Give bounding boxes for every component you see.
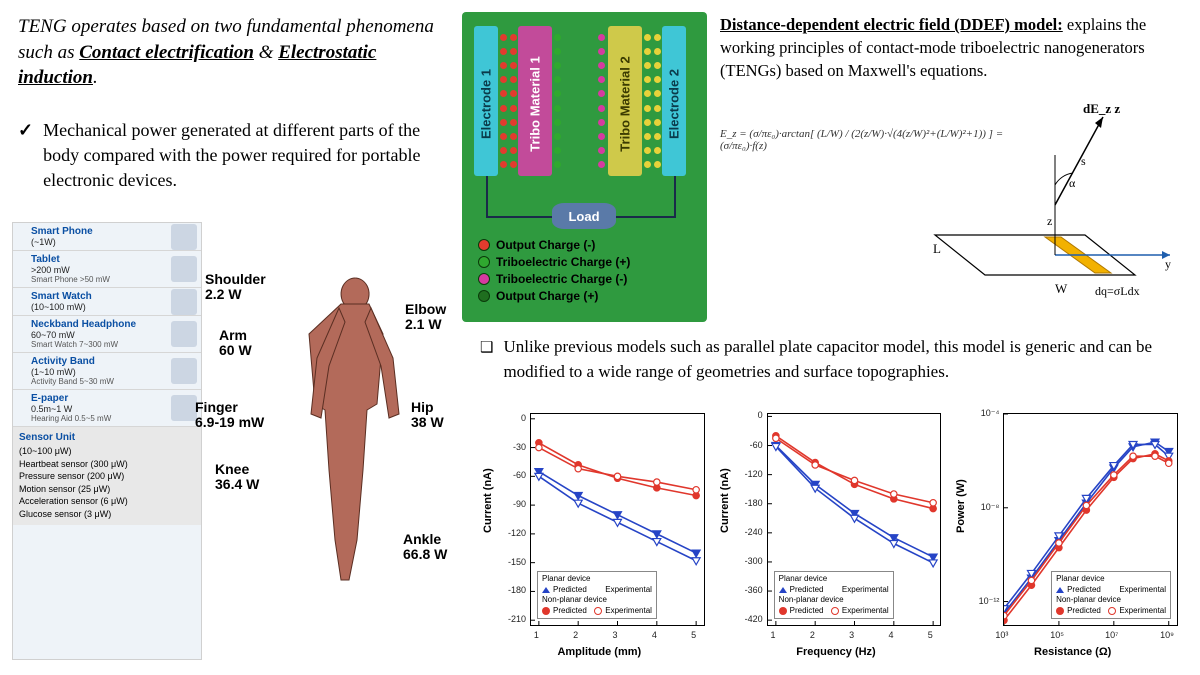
body-power-figure: Shoulder2.2 WArm60 WFinger6.9-19 mWKnee3…	[205, 250, 455, 650]
tribo-layer: Tribo Material 1	[518, 26, 552, 176]
device-row: Smart Phone(~1W)	[13, 223, 201, 251]
c1-xlabel: Amplitude (mm)	[557, 646, 641, 658]
mechanical-power-bullet: ✓ Mechanical power generated at differen…	[18, 118, 438, 194]
bullet1-text: Mechanical power generated at different …	[43, 118, 438, 194]
ddef-title: Distance-dependent electric field (DDEF)…	[720, 15, 1063, 34]
svg-text:y: y	[1165, 257, 1171, 271]
body-power-label: Finger6.9-19 mW	[195, 400, 264, 431]
check-icon: ✓	[18, 118, 33, 194]
tribo-layer: Tribo Material 2	[608, 26, 642, 176]
body-power-label: Knee36.4 W	[215, 462, 259, 493]
chart-resistance: Planar device Predicted Experimental Non…	[959, 405, 1186, 660]
sensor-unit-block: Sensor Unit(10~100 μW)Heartbeat sensor (…	[13, 427, 201, 525]
device-icon	[171, 224, 197, 250]
chart-legend: Planar device Predicted Experimental Non…	[774, 571, 894, 619]
body-power-label: Hip38 W	[411, 400, 444, 431]
ddef-geometry-diagram: y z dE_z z sα L Wdq=σLdx	[915, 95, 1175, 305]
intro-connector: &	[254, 42, 278, 63]
device-power-infographic: Smart Phone(~1W)Tablet>200 mWSmart Phone…	[12, 222, 202, 660]
tribo-layer: Electrode 2	[662, 26, 686, 176]
tribo-legend: Output Charge (-)Triboelectric Charge (+…	[478, 238, 691, 306]
device-row: Activity Band(1~10 mW)Activity Band 5~30…	[13, 353, 201, 390]
device-icon	[171, 395, 197, 421]
device-row: Tablet>200 mWSmart Phone >50 mW	[13, 251, 201, 288]
charts-row: Planar device Predicted Experimental Non…	[486, 405, 1186, 660]
device-row: Neckband Headphone60~70 mWSmart Watch 7~…	[13, 316, 201, 353]
svg-text:α: α	[1069, 176, 1076, 190]
generic-model-bullet: ❑ Unlike previous models such as paralle…	[480, 335, 1180, 384]
svg-text:dE_z z: dE_z z	[1083, 101, 1120, 116]
svg-text:W: W	[1055, 281, 1068, 296]
device-row: Smart Watch(10~100 mW)	[13, 288, 201, 316]
chart-legend: Planar device Predicted Experimental Non…	[1051, 571, 1171, 619]
c3-ylabel: Power (W)	[955, 479, 967, 533]
chart-frequency: Planar device Predicted Experimental Non…	[723, 405, 950, 660]
c3-xlabel: Resistance (Ω)	[1034, 646, 1111, 658]
device-row: E-paper0.5m~1 WHearing Aid 0.5~5 mW	[13, 390, 201, 427]
load-label: Load	[552, 203, 616, 229]
bullet2-text: Unlike previous models such as parallel …	[503, 335, 1180, 384]
intro-suffix: .	[93, 67, 98, 88]
tribo-layer: Electrode 1	[474, 26, 498, 176]
chart-amplitude: Planar device Predicted Experimental Non…	[486, 405, 713, 660]
device-icon	[171, 358, 197, 384]
c2-xlabel: Frequency (Hz)	[796, 646, 875, 658]
svg-text:s: s	[1081, 154, 1086, 168]
chart-legend: Planar device Predicted Experimental Non…	[537, 571, 657, 619]
body-power-label: Arm60 W	[219, 328, 252, 359]
svg-text:z: z	[1047, 214, 1052, 228]
svg-text:dq=σLdx: dq=σLdx	[1095, 284, 1140, 298]
svg-text:L: L	[933, 241, 941, 256]
body-power-label: Elbow2.1 W	[405, 302, 446, 333]
body-power-label: Ankle66.8 W	[403, 532, 447, 563]
device-icon	[171, 289, 197, 315]
intro-term1: Contact electrification	[79, 42, 254, 63]
ddef-header: Distance-dependent electric field (DDEF)…	[720, 14, 1185, 82]
c1-ylabel: Current (nA)	[482, 468, 494, 533]
device-icon	[171, 321, 197, 347]
c2-ylabel: Current (nA)	[719, 468, 731, 533]
device-icon	[171, 256, 197, 282]
body-power-label: Shoulder2.2 W	[205, 272, 266, 303]
square-bullet-icon: ❑	[480, 338, 493, 387]
triboelectric-schematic: Electrode 1 Tribo Material 1 Tribo Materia…	[462, 12, 707, 322]
intro-paragraph: TENG operates based on two fundamental p…	[18, 14, 438, 91]
human-body-icon	[295, 270, 415, 590]
